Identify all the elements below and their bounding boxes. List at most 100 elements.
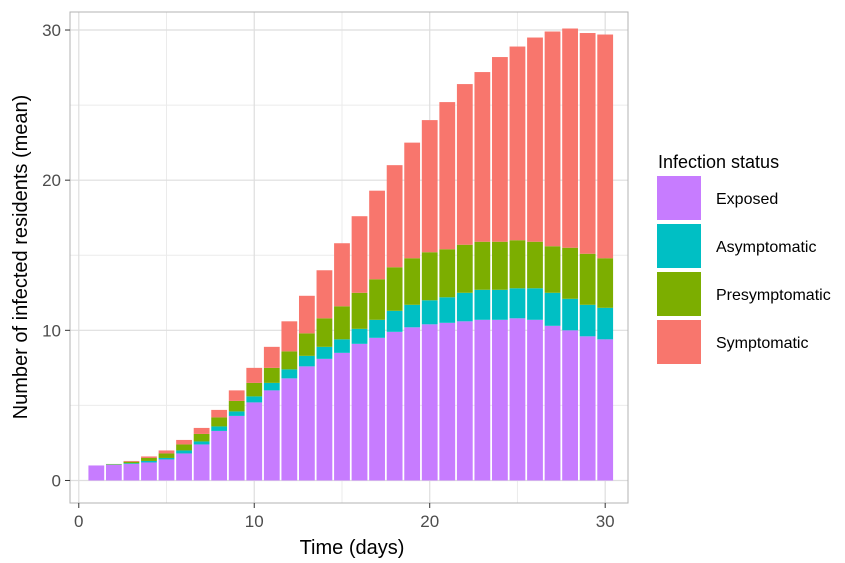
bar-presymptomatic-day-4 bbox=[141, 457, 157, 461]
bar-presymptomatic-day-19 bbox=[404, 258, 421, 305]
legend-label-exposed: Exposed bbox=[716, 191, 778, 208]
bar-presymptomatic-day-17 bbox=[369, 279, 385, 320]
bar-asymptomatic-day-10 bbox=[246, 396, 263, 403]
bar-asymptomatic-day-23 bbox=[474, 289, 491, 320]
legend-label-symptomatic: Symptomatic bbox=[716, 335, 808, 352]
bar-exposed-day-9 bbox=[228, 415, 245, 481]
bar-asymptomatic-day-20 bbox=[421, 300, 438, 325]
bar-asymptomatic-day-21 bbox=[439, 297, 456, 323]
bar-asymptomatic-day-3 bbox=[123, 463, 140, 464]
bar-presymptomatic-day-11 bbox=[263, 367, 280, 383]
bar-symptomatic-day-22 bbox=[456, 84, 473, 245]
bar-exposed-day-17 bbox=[369, 337, 385, 481]
bar-presymptomatic-day-27 bbox=[544, 246, 561, 293]
bar-asymptomatic-day-7 bbox=[193, 441, 210, 445]
bar-exposed-day-23 bbox=[474, 319, 491, 481]
bar-exposed-day-26 bbox=[527, 319, 543, 481]
bar-asymptomatic-day-18 bbox=[386, 310, 403, 332]
bar-symptomatic-day-6 bbox=[176, 439, 192, 445]
bar-symptomatic-day-12 bbox=[281, 321, 298, 352]
panel-border bbox=[69, 11, 629, 504]
bar-exposed-day-8 bbox=[211, 430, 228, 481]
bar-symptomatic-day-25 bbox=[509, 46, 526, 241]
bar-presymptomatic-day-22 bbox=[456, 244, 473, 293]
bar-exposed-day-10 bbox=[246, 402, 263, 481]
bar-presymptomatic-day-23 bbox=[474, 241, 491, 290]
bar-asymptomatic-day-16 bbox=[351, 328, 368, 344]
bar-exposed-day-12 bbox=[281, 378, 298, 481]
bar-symptomatic-day-19 bbox=[404, 142, 421, 259]
bar-presymptomatic-day-7 bbox=[193, 433, 210, 442]
bar-symptomatic-day-30 bbox=[597, 34, 614, 259]
bar-symptomatic-day-29 bbox=[579, 33, 596, 254]
bar-exposed-day-11 bbox=[263, 390, 280, 481]
bar-symptomatic-day-16 bbox=[351, 216, 368, 293]
bar-presymptomatic-day-14 bbox=[316, 318, 333, 347]
bar-symptomatic-day-10 bbox=[246, 367, 263, 383]
bar-asymptomatic-day-12 bbox=[281, 369, 298, 379]
bar-presymptomatic-day-24 bbox=[492, 241, 508, 290]
y-tick-label: 0 bbox=[52, 471, 61, 490]
bar-presymptomatic-day-3 bbox=[123, 461, 140, 464]
bar-symptomatic-day-21 bbox=[439, 102, 456, 250]
bar-presymptomatic-day-6 bbox=[176, 444, 192, 451]
bar-asymptomatic-day-22 bbox=[456, 292, 473, 322]
bar-symptomatic-day-24 bbox=[492, 57, 508, 242]
bar-asymptomatic-day-9 bbox=[228, 411, 245, 416]
bar-exposed-day-29 bbox=[579, 336, 596, 481]
bar-asymptomatic-day-29 bbox=[579, 304, 596, 337]
bar-symptomatic-day-14 bbox=[316, 270, 333, 319]
bar-exposed-day-27 bbox=[544, 325, 561, 481]
bar-presymptomatic-day-8 bbox=[211, 417, 228, 427]
legend-title: Infection status bbox=[658, 152, 779, 172]
bar-symptomatic-day-20 bbox=[421, 120, 438, 253]
legend-label-asymptomatic: Asymptomatic bbox=[716, 239, 816, 256]
bar-symptomatic-day-3 bbox=[123, 460, 140, 462]
bar-symptomatic-day-23 bbox=[474, 72, 491, 242]
bar-exposed-day-15 bbox=[334, 352, 350, 481]
bar-symptomatic-day-18 bbox=[386, 165, 403, 268]
bars bbox=[88, 28, 614, 481]
legend-key-symptomatic bbox=[657, 320, 701, 364]
x-tick-label: 10 bbox=[245, 512, 264, 531]
bar-exposed-day-7 bbox=[193, 444, 210, 481]
bar-asymptomatic-day-19 bbox=[404, 304, 421, 328]
bar-exposed-day-25 bbox=[509, 318, 526, 481]
bar-presymptomatic-day-16 bbox=[351, 292, 368, 329]
legend: Infection status Exposed Asymptomatic Pres… bbox=[657, 152, 831, 364]
legend-label-presymptomatic: Presymptomatic bbox=[716, 287, 831, 304]
bar-presymptomatic-day-30 bbox=[597, 258, 614, 308]
bar-symptomatic-day-28 bbox=[562, 28, 578, 248]
bar-exposed-day-21 bbox=[439, 322, 456, 481]
bar-exposed-day-30 bbox=[597, 339, 614, 481]
bar-exposed-day-20 bbox=[421, 324, 438, 481]
y-tick-label: 10 bbox=[42, 321, 61, 340]
bar-asymptomatic-day-11 bbox=[263, 382, 280, 391]
bar-asymptomatic-day-14 bbox=[316, 346, 333, 359]
legend-key-presymptomatic bbox=[657, 272, 701, 316]
y-axis-title: Number of infected residents (mean) bbox=[10, 95, 32, 420]
bar-presymptomatic-day-5 bbox=[158, 453, 175, 458]
y-axis-ticks: 0 10 20 30 bbox=[42, 21, 70, 490]
bar-asymptomatic-day-15 bbox=[334, 339, 350, 353]
bar-presymptomatic-day-21 bbox=[439, 249, 456, 298]
bar-asymptomatic-day-4 bbox=[141, 460, 157, 463]
bar-presymptomatic-day-12 bbox=[281, 351, 298, 370]
bar-exposed-day-22 bbox=[456, 321, 473, 481]
bar-asymptomatic-day-24 bbox=[492, 289, 508, 320]
bar-asymptomatic-day-5 bbox=[158, 457, 175, 460]
bar-symptomatic-day-9 bbox=[228, 390, 245, 401]
bar-exposed-day-16 bbox=[351, 343, 368, 481]
bar-symptomatic-day-7 bbox=[193, 427, 210, 434]
bar-exposed-day-5 bbox=[158, 459, 175, 481]
bar-presymptomatic-day-29 bbox=[579, 253, 596, 305]
bar-presymptomatic-day-28 bbox=[562, 247, 578, 299]
bar-exposed-day-3 bbox=[123, 463, 140, 481]
bar-symptomatic-day-15 bbox=[334, 243, 350, 307]
bar-asymptomatic-day-26 bbox=[527, 288, 543, 320]
x-tick-label: 20 bbox=[420, 512, 439, 531]
bar-asymptomatic-day-17 bbox=[369, 319, 385, 338]
bar-asymptomatic-day-8 bbox=[211, 426, 228, 431]
bar-symptomatic-day-4 bbox=[141, 456, 157, 458]
